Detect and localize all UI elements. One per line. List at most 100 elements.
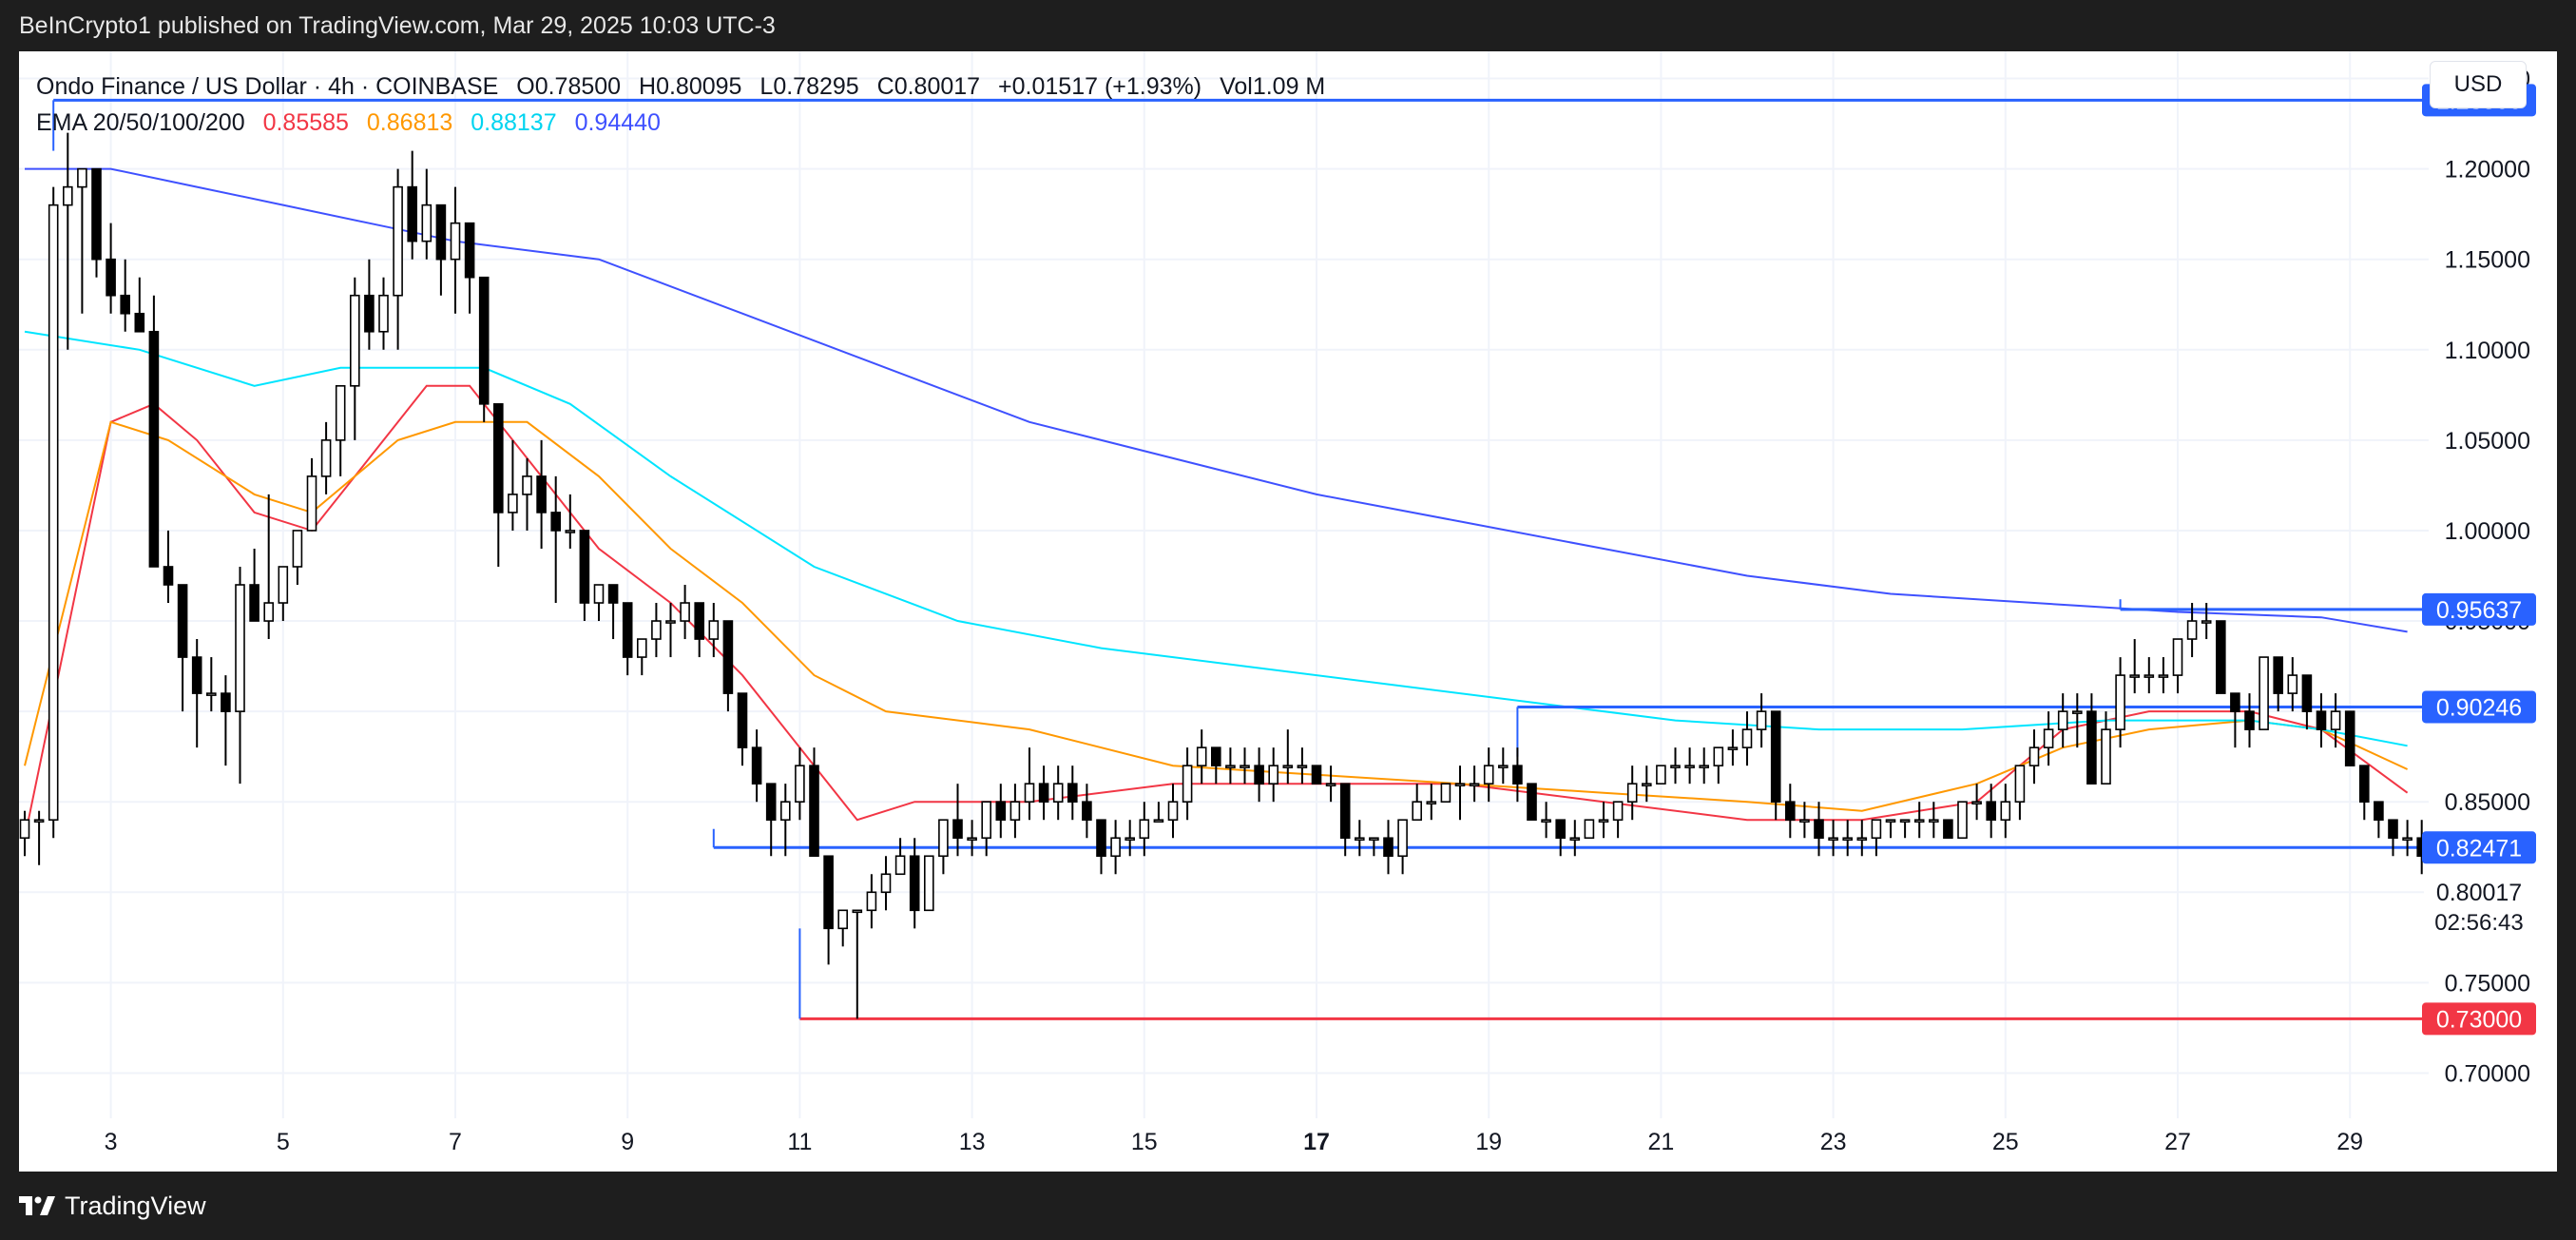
candle-down[interactable] xyxy=(1339,783,1351,857)
candle-up[interactable] xyxy=(1454,765,1466,821)
candle-down[interactable] xyxy=(407,150,418,260)
candle-up[interactable] xyxy=(2402,820,2413,857)
candle-down[interactable] xyxy=(221,675,231,766)
candle-down[interactable] xyxy=(722,620,734,712)
tradingview-logo-icon[interactable] xyxy=(19,1194,55,1217)
candle-down[interactable] xyxy=(106,223,116,314)
candle-up[interactable] xyxy=(708,603,720,658)
candle-up[interactable] xyxy=(2172,638,2183,694)
candle-up[interactable] xyxy=(2028,729,2040,785)
candle-down[interactable] xyxy=(177,584,188,712)
candle-up[interactable] xyxy=(1929,802,1939,839)
candle-up[interactable] xyxy=(1842,820,1853,857)
candle-down[interactable] xyxy=(464,222,475,314)
candle-up[interactable] xyxy=(378,277,389,350)
candle-up[interactable] xyxy=(33,810,45,865)
candle-down[interactable] xyxy=(2301,674,2313,730)
candle-down[interactable] xyxy=(909,838,920,929)
candle-down[interactable] xyxy=(1555,819,1566,857)
candle-down[interactable] xyxy=(737,692,748,766)
candle-up[interactable] xyxy=(335,385,346,476)
candle-up[interactable] xyxy=(1182,747,1193,821)
candle-up[interactable] xyxy=(1282,729,1294,785)
candle-up[interactable] xyxy=(1009,784,1021,839)
candle-down[interactable] xyxy=(364,259,375,350)
candle-up[interactable] xyxy=(1569,820,1581,857)
candle-down[interactable] xyxy=(2216,620,2226,694)
currency-button[interactable]: USD xyxy=(2430,61,2527,108)
candle-down[interactable] xyxy=(492,403,504,567)
candle-up[interactable] xyxy=(1828,820,1838,857)
candle-up[interactable] xyxy=(1024,747,1035,821)
candle-down[interactable] xyxy=(1527,783,1537,822)
ema-label[interactable]: EMA 20/50/100/200 xyxy=(36,109,245,136)
candle-up[interactable] xyxy=(2043,711,2054,766)
footer-brand[interactable]: TradingView xyxy=(65,1191,206,1220)
candle-down[interactable] xyxy=(536,439,547,549)
candle-up[interactable] xyxy=(1741,711,1753,766)
candle-down[interactable] xyxy=(1038,765,1049,821)
candle-up[interactable] xyxy=(938,819,949,875)
candle-up[interactable] xyxy=(1971,784,1982,821)
candle-down[interactable] xyxy=(579,530,590,622)
candle-up[interactable] xyxy=(235,566,245,785)
candle-up[interactable] xyxy=(320,421,332,494)
candle-up[interactable] xyxy=(278,566,289,622)
candle-up[interactable] xyxy=(880,856,892,911)
candle-down[interactable] xyxy=(1067,765,1078,821)
candle-up[interactable] xyxy=(1412,784,1422,822)
candle-up[interactable] xyxy=(894,838,906,876)
candles[interactable] xyxy=(19,132,2456,1019)
candle-down[interactable] xyxy=(1082,784,1092,839)
candle-up[interactable] xyxy=(2330,693,2341,748)
candle-up[interactable] xyxy=(77,167,87,314)
candle-up[interactable] xyxy=(393,168,403,350)
candle-up[interactable] xyxy=(1899,819,1911,839)
candle-down[interactable] xyxy=(1211,746,1221,785)
candle-up[interactable] xyxy=(1885,819,1896,839)
candle-down[interactable] xyxy=(1254,747,1264,803)
candle-up[interactable] xyxy=(2072,693,2083,748)
candle-up[interactable] xyxy=(1913,802,1925,839)
candle-down[interactable] xyxy=(2273,656,2283,712)
candle-up[interactable] xyxy=(1713,746,1724,785)
candle-down[interactable] xyxy=(765,783,777,857)
candle-up[interactable] xyxy=(306,457,317,532)
candle-up[interactable] xyxy=(2186,603,2198,658)
candle-up[interactable] xyxy=(2143,657,2155,694)
candle-up[interactable] xyxy=(967,820,977,857)
candle-up[interactable] xyxy=(1626,765,1638,821)
candle-up[interactable] xyxy=(1699,747,1709,785)
candle-up[interactable] xyxy=(1469,765,1480,803)
candle-up[interactable] xyxy=(1225,747,1236,785)
candle-up[interactable] xyxy=(636,638,647,676)
candle-up[interactable] xyxy=(1656,765,1666,785)
candle-down[interactable] xyxy=(1986,784,1996,839)
candle-down[interactable] xyxy=(622,602,633,676)
candle-down[interactable] xyxy=(1096,819,1106,875)
candle-down[interactable] xyxy=(607,584,619,640)
candle-up[interactable] xyxy=(680,585,690,640)
candle-up[interactable] xyxy=(1110,820,1121,875)
candle-down[interactable] xyxy=(2086,693,2097,785)
candle-down[interactable] xyxy=(2344,710,2355,766)
candle-up[interactable] xyxy=(1598,802,1609,839)
candle-up[interactable] xyxy=(2201,603,2212,640)
candle-up[interactable] xyxy=(2158,657,2169,694)
candle-up[interactable] xyxy=(450,186,461,314)
candle-down[interactable] xyxy=(148,295,160,568)
candle-down[interactable] xyxy=(1311,765,1322,785)
candle-up[interactable] xyxy=(1642,765,1652,803)
candle-up[interactable] xyxy=(2101,711,2111,785)
candle-up[interactable] xyxy=(1268,747,1278,803)
candle-down[interactable] xyxy=(550,475,562,604)
candle-up[interactable] xyxy=(981,801,992,857)
candle-down[interactable] xyxy=(91,167,102,278)
candle-down[interactable] xyxy=(1512,747,1523,803)
candle-up[interactable] xyxy=(1240,747,1250,785)
candle-down[interactable] xyxy=(694,602,705,658)
candle-down[interactable] xyxy=(2359,765,2370,821)
candle-up[interactable] xyxy=(866,874,877,929)
candle-down[interactable] xyxy=(952,784,963,857)
candle-up[interactable] xyxy=(1369,837,1379,857)
